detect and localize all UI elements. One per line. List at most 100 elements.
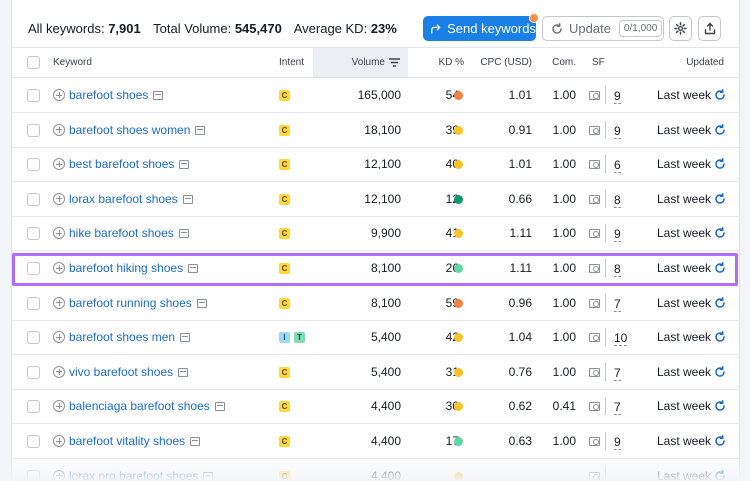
- row-checkbox[interactable]: [27, 365, 40, 379]
- refresh-row-icon[interactable]: [714, 262, 726, 274]
- sort-descending-icon[interactable]: [389, 58, 400, 67]
- refresh-row-icon[interactable]: [714, 123, 726, 136]
- keyword-link[interactable]: best barefoot shoes: [69, 147, 190, 181]
- refresh-row-icon[interactable]: [714, 400, 726, 412]
- keyword-text[interactable]: barefoot vitality shoes: [69, 434, 186, 448]
- keyword-link[interactable]: barefoot vitality shoes: [69, 424, 201, 458]
- refresh-row-icon[interactable]: [714, 365, 726, 378]
- refresh-row-icon[interactable]: [714, 296, 726, 309]
- keyword-text[interactable]: barefoot shoes men: [69, 330, 176, 345]
- serp-features-icon[interactable]: [589, 264, 600, 273]
- intent-badge[interactable]: C: [279, 401, 290, 413]
- serp-features-count[interactable]: 9: [614, 89, 621, 104]
- keyword-link[interactable]: lorax barefoot shoes: [69, 182, 193, 216]
- serp-preview-icon[interactable]: [179, 160, 190, 170]
- add-keyword-icon[interactable]: [53, 435, 65, 447]
- serp-preview-icon[interactable]: [188, 264, 199, 273]
- row-checkbox[interactable]: [27, 331, 40, 345]
- keyword-link[interactable]: balenciaga barefoot shoes: [69, 389, 225, 423]
- serp-features-icon[interactable]: [589, 91, 600, 100]
- serp-features-icon[interactable]: [589, 437, 600, 446]
- serp-features-count[interactable]: 8: [614, 192, 621, 208]
- keyword-text[interactable]: hike barefoot shoes: [69, 226, 174, 241]
- intent-badge[interactable]: C: [279, 366, 290, 378]
- add-keyword-icon[interactable]: [53, 365, 65, 378]
- keyword-text[interactable]: barefoot running shoes: [69, 295, 192, 310]
- serp-preview-icon[interactable]: [190, 437, 201, 446]
- column-volume[interactable]: Volume: [351, 57, 385, 68]
- keyword-link[interactable]: lorax pro barefoot shoes: [69, 459, 214, 481]
- intent-badge[interactable]: C: [279, 297, 290, 309]
- column-kd[interactable]: KD %: [438, 57, 464, 68]
- serp-features-count[interactable]: 7: [614, 365, 621, 381]
- serp-features-icon[interactable]: [589, 471, 600, 480]
- serp-preview-icon[interactable]: [214, 402, 225, 412]
- update-button[interactable]: Update 0/1,000: [542, 16, 664, 41]
- refresh-row-icon[interactable]: [714, 192, 726, 205]
- keyword-text[interactable]: vivo barefoot shoes: [69, 364, 174, 379]
- serp-features-icon[interactable]: [589, 367, 600, 377]
- serp-features-icon[interactable]: [589, 298, 600, 308]
- add-keyword-icon[interactable]: [53, 262, 65, 274]
- column-intent[interactable]: Intent: [279, 57, 305, 68]
- serp-features-count[interactable]: 7: [614, 296, 621, 312]
- intent-badge[interactable]: C: [279, 470, 290, 480]
- keyword-text[interactable]: barefoot shoes: [69, 88, 149, 102]
- refresh-row-icon[interactable]: [714, 158, 726, 170]
- keyword-text[interactable]: barefoot shoes women: [69, 122, 191, 137]
- keyword-link[interactable]: barefoot shoes women: [69, 113, 206, 147]
- keyword-link[interactable]: barefoot hiking shoes: [69, 251, 199, 285]
- row-checkbox[interactable]: [27, 435, 40, 448]
- column-serp-features[interactable]: SF: [592, 57, 605, 68]
- serp-features-count[interactable]: 7: [614, 400, 621, 416]
- intent-badge[interactable]: C: [279, 90, 290, 101]
- serp-features-icon[interactable]: [589, 229, 600, 239]
- column-cpc[interactable]: CPC (USD): [480, 57, 532, 68]
- serp-preview-icon[interactable]: [196, 298, 207, 308]
- refresh-row-icon[interactable]: [714, 227, 726, 239]
- serp-features-count[interactable]: 10: [614, 331, 628, 347]
- keyword-link[interactable]: vivo barefoot shoes: [69, 355, 189, 389]
- serp-features-count[interactable]: 8: [614, 262, 621, 277]
- add-keyword-icon[interactable]: [53, 469, 65, 480]
- row-checkbox[interactable]: [27, 469, 40, 480]
- select-all-checkbox[interactable]: [27, 56, 40, 69]
- intent-badge[interactable]: T: [294, 332, 305, 344]
- row-checkbox[interactable]: [27, 296, 40, 310]
- intent-badge[interactable]: C: [279, 124, 290, 136]
- refresh-row-icon[interactable]: [714, 435, 726, 447]
- column-keyword[interactable]: Keyword: [53, 57, 92, 68]
- refresh-row-icon[interactable]: [714, 89, 726, 101]
- keyword-text[interactable]: best barefoot shoes: [69, 157, 175, 172]
- serp-preview-icon[interactable]: [178, 367, 189, 377]
- refresh-row-icon[interactable]: [714, 469, 726, 481]
- serp-preview-icon[interactable]: [182, 194, 193, 204]
- row-checkbox[interactable]: [27, 89, 40, 102]
- keyword-text[interactable]: lorax pro barefoot shoes: [69, 468, 199, 481]
- settings-button[interactable]: [669, 16, 692, 41]
- keyword-text[interactable]: lorax barefoot shoes: [69, 191, 178, 206]
- serp-features-count[interactable]: 9: [614, 227, 621, 243]
- keyword-text[interactable]: barefoot hiking shoes: [69, 261, 184, 275]
- add-keyword-icon[interactable]: [53, 400, 65, 413]
- serp-features-icon[interactable]: [589, 194, 600, 204]
- serp-preview-icon[interactable]: [178, 229, 189, 239]
- serp-features-icon[interactable]: [589, 333, 600, 343]
- serp-features-icon[interactable]: [589, 402, 600, 412]
- serp-features-icon[interactable]: [589, 125, 600, 135]
- serp-features-count[interactable]: 9: [614, 123, 621, 139]
- serp-preview-icon[interactable]: [180, 333, 191, 343]
- keyword-link[interactable]: barefoot running shoes: [69, 286, 207, 320]
- row-checkbox[interactable]: [27, 400, 40, 414]
- add-keyword-icon[interactable]: [53, 296, 65, 309]
- add-keyword-icon[interactable]: [53, 192, 65, 205]
- serp-features-count[interactable]: 6: [614, 158, 621, 174]
- add-keyword-icon[interactable]: [53, 123, 65, 136]
- keyword-link[interactable]: barefoot shoes: [69, 78, 164, 112]
- keyword-link[interactable]: barefoot shoes men: [69, 320, 191, 354]
- serp-features-icon[interactable]: [589, 160, 600, 170]
- row-checkbox[interactable]: [27, 227, 40, 241]
- row-checkbox[interactable]: [27, 262, 40, 275]
- keyword-link[interactable]: hike barefoot shoes: [69, 216, 189, 250]
- add-keyword-icon[interactable]: [53, 158, 65, 171]
